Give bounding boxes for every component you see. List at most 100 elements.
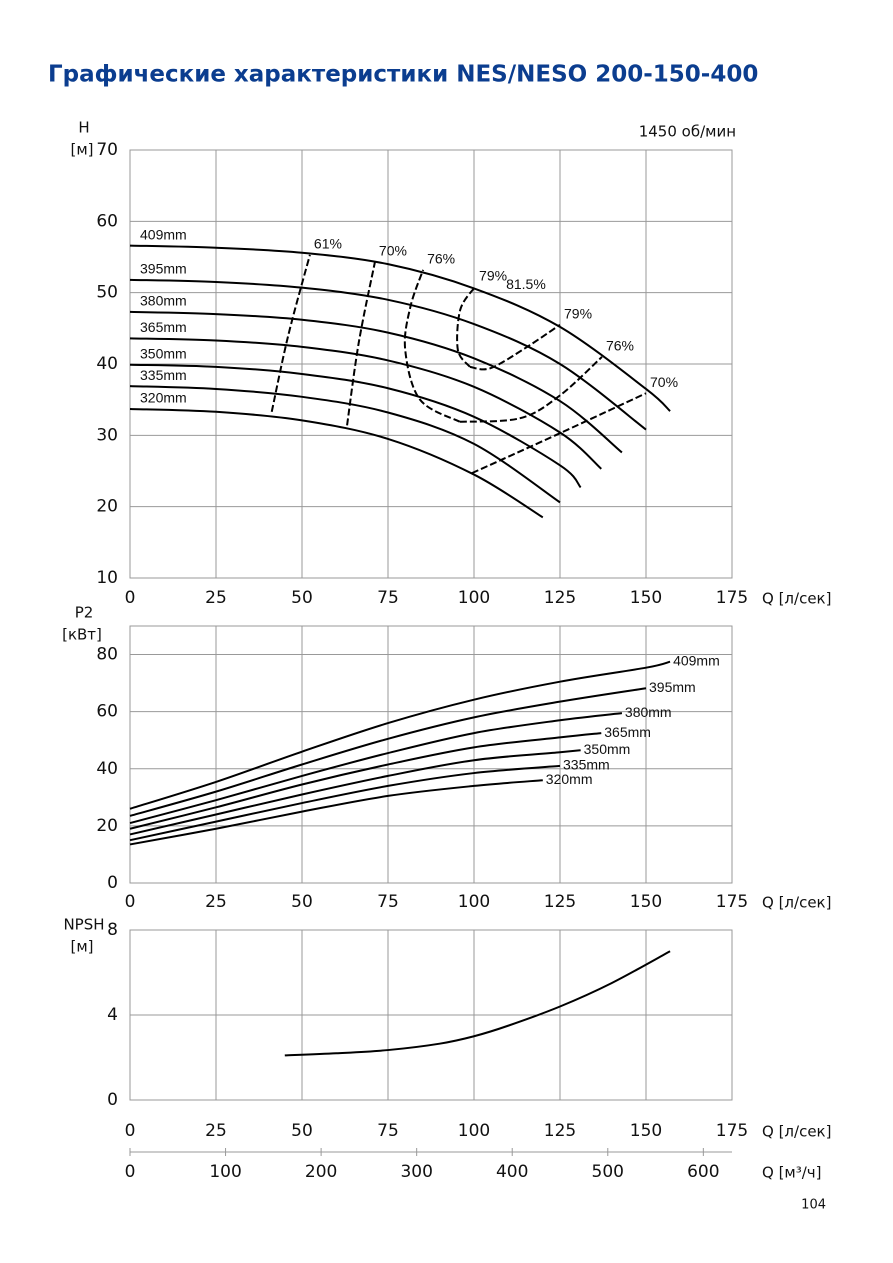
curve xyxy=(129,363,582,489)
efficiency-curve xyxy=(346,261,376,426)
x-tick-label: 75 xyxy=(377,892,399,912)
x-tick-label: 75 xyxy=(377,1121,399,1141)
x-tick-label: 100 xyxy=(458,892,490,912)
curve xyxy=(129,764,561,842)
x-tick-label: 25 xyxy=(205,892,227,912)
curve xyxy=(129,244,671,412)
curve-label: 335mm xyxy=(140,367,187,383)
x-tick-label: 125 xyxy=(544,588,576,608)
efficiency-curve xyxy=(456,286,476,368)
efficiency-label: 79% xyxy=(479,268,507,284)
y-tick-label: 8 xyxy=(107,920,118,940)
efficiency-label: 70% xyxy=(379,243,407,259)
y-axis-label: H xyxy=(78,119,89,137)
efficiency-label: 70% xyxy=(650,374,678,390)
x2-tick-label: 200 xyxy=(305,1162,337,1182)
curve xyxy=(129,687,647,817)
curve xyxy=(129,779,543,846)
curve-label: 365mm xyxy=(604,724,651,740)
efficiency-label: 81.5% xyxy=(506,276,546,292)
curve xyxy=(129,660,671,810)
curve-label: 395mm xyxy=(649,679,696,695)
x2-tick-label: 300 xyxy=(400,1162,432,1182)
y-tick-label: 4 xyxy=(107,1005,118,1025)
x-tick-label: 25 xyxy=(205,1121,227,1141)
page-title: Графические характеристики NES/NESO 200-… xyxy=(48,62,758,88)
x2-tick-label: 0 xyxy=(125,1162,136,1182)
x-tick-label: 50 xyxy=(291,588,313,608)
y-axis-unit: [м] xyxy=(70,141,93,159)
curve-label: 335mm xyxy=(563,757,610,773)
x-tick-label: 50 xyxy=(291,892,313,912)
curve-label: 350mm xyxy=(584,741,631,757)
curve xyxy=(129,337,602,470)
y-tick-label: 0 xyxy=(107,1090,118,1110)
curve-label: 409mm xyxy=(140,226,187,242)
y-tick-label: 40 xyxy=(96,759,118,779)
x-tick-label: 175 xyxy=(716,892,748,912)
x-axis-label: Q [л/сек] xyxy=(762,1123,831,1141)
x-axis-label: Q [л/сек] xyxy=(762,590,831,608)
curve xyxy=(129,407,544,519)
curve xyxy=(129,712,623,824)
curve xyxy=(129,278,647,431)
efficiency-curve xyxy=(270,254,311,413)
y-tick-label: 60 xyxy=(96,211,118,231)
x-tick-label: 175 xyxy=(716,588,748,608)
curve-label: 320mm xyxy=(140,390,187,406)
page-number: 104 xyxy=(801,1198,826,1213)
x-tick-label: 100 xyxy=(458,1121,490,1141)
x-tick-label: 0 xyxy=(125,1121,136,1141)
y-tick-label: 0 xyxy=(107,873,118,893)
y-tick-label: 60 xyxy=(96,702,118,722)
annotation: 1450 об/мин xyxy=(639,123,736,141)
x2-tick-label: 600 xyxy=(687,1162,719,1182)
y-tick-label: 10 xyxy=(96,568,118,588)
efficiency-curve xyxy=(469,323,561,371)
x-tick-label: 150 xyxy=(630,892,662,912)
x-tick-label: 0 xyxy=(125,588,136,608)
x-tick-label: 150 xyxy=(630,1121,662,1141)
x-tick-label: 150 xyxy=(630,588,662,608)
curve xyxy=(284,950,671,1057)
curve xyxy=(129,310,623,454)
curve xyxy=(129,732,602,830)
y-axis-label: NPSH xyxy=(63,916,104,934)
curve-label: 320mm xyxy=(546,771,593,787)
x-axis-label: Q [л/сек] xyxy=(762,894,831,912)
y-tick-label: 80 xyxy=(96,645,118,665)
efficiency-curve xyxy=(403,269,461,423)
efficiency-label: 61% xyxy=(314,236,342,252)
efficiency-label: 76% xyxy=(427,251,455,267)
curve-label: 365mm xyxy=(140,319,187,335)
efficiency-curve xyxy=(459,356,603,423)
x2-tick-label: 100 xyxy=(209,1162,241,1182)
efficiency-curve xyxy=(471,392,647,475)
curve-label: 350mm xyxy=(140,345,187,361)
y-axis-unit: [кВт] xyxy=(62,626,102,644)
curve xyxy=(129,749,581,836)
curve-label: 380mm xyxy=(140,293,187,309)
curve-label: 395mm xyxy=(140,261,187,277)
efficiency-label: 79% xyxy=(564,305,592,321)
y-tick-label: 70 xyxy=(96,140,118,160)
y-tick-label: 30 xyxy=(96,425,118,445)
y-tick-label: 50 xyxy=(96,283,118,303)
x-tick-label: 50 xyxy=(291,1121,313,1141)
x2-tick-label: 500 xyxy=(592,1162,624,1182)
x-tick-label: 175 xyxy=(716,1121,748,1141)
curve-label: 409mm xyxy=(673,652,720,668)
x-tick-label: 25 xyxy=(205,588,227,608)
x2-tick-label: 400 xyxy=(496,1162,528,1182)
y-tick-label: 20 xyxy=(96,816,118,836)
efficiency-label: 76% xyxy=(606,338,634,354)
x-tick-label: 100 xyxy=(458,588,490,608)
curve-label: 380mm xyxy=(625,704,672,720)
y-axis-label: P2 xyxy=(75,604,94,622)
y-tick-label: 20 xyxy=(96,497,118,517)
x-tick-label: 125 xyxy=(544,892,576,912)
x-tick-label: 0 xyxy=(125,892,136,912)
y-axis-unit: [м] xyxy=(70,938,93,956)
